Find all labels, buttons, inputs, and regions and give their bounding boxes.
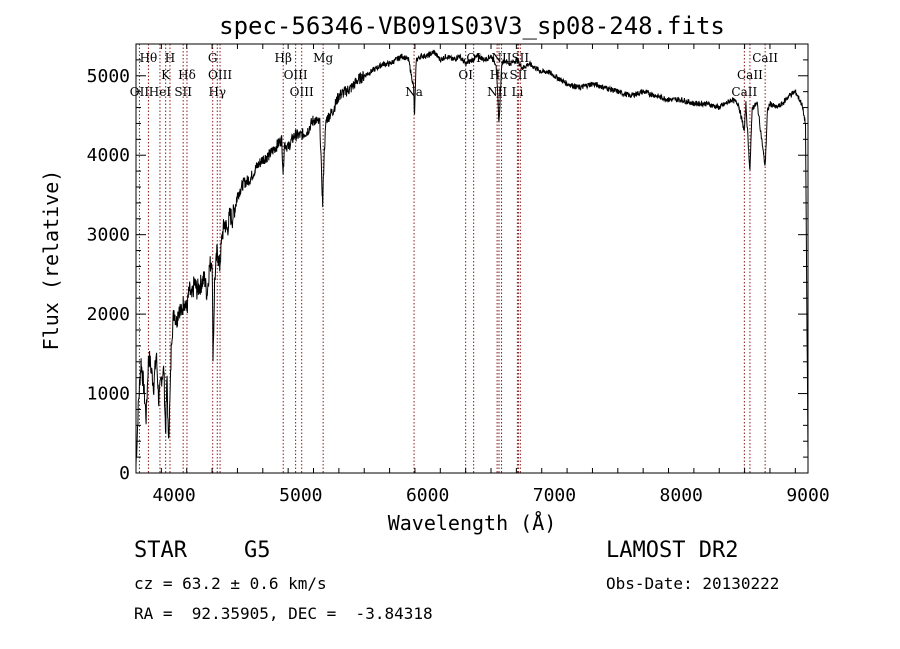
y-tick-label: 5000 [87,66,130,87]
line-label: Hα [490,68,509,82]
line-label: OIII [208,68,232,82]
observation-date: Obs-Date: 20130222 [606,574,780,593]
y-tick-label: 1000 [87,384,130,405]
line-label: G [208,51,218,65]
line-label: Hβ [275,51,292,65]
survey-name: LAMOST DR2 [606,538,739,563]
x-tick-label: 8000 [660,485,703,506]
y-axis-label: Flux (relative) [39,170,63,351]
line-label: OI [458,68,473,82]
plot-frame [135,43,809,474]
line-label: Hγ [208,85,226,99]
y-tick-label: 3000 [87,225,130,246]
line-label: K [161,68,171,82]
line-label: H [165,51,175,65]
y-tick-label: 4000 [87,145,130,166]
object-subclass: G5 [244,538,271,563]
x-tick-label: 5000 [279,485,322,506]
line-label: CaII [737,68,763,82]
line-label: CaII [731,85,757,99]
line-label: SII [174,85,192,99]
y-axis: 0 1000 2000 3000 4000 5000 [87,43,808,484]
spectrum-chart: spec-56346-VB091S03V3_sp08-248.fits Hθ OI… [39,12,830,535]
line-label: OIII [284,68,308,82]
line-label: HeI [149,85,172,99]
y-tick-label: 0 [119,463,130,484]
object-class: STAR [134,538,187,563]
chart-title: spec-56346-VB091S03V3_sp08-248.fits [219,12,725,40]
line-label: SII [510,68,528,82]
x-tick-label: 7000 [533,485,576,506]
x-axis: 4000 5000 6000 7000 8000 9000 [135,44,830,506]
sky-coordinates: RA = 92.35905, DEC = -3.84318 [134,604,433,623]
line-label: Hδ [178,68,196,82]
y-tick-label: 2000 [87,304,130,325]
line-label: Mg [313,51,333,65]
redshift-value: cz = 63.2 ± 0.6 km/s [134,574,327,593]
x-tick-label: 6000 [406,485,449,506]
line-label: Hθ [140,51,158,65]
spectrum-line [135,49,809,466]
line-label: Li [511,85,523,99]
x-axis-label: Wavelength (Å) [388,511,557,535]
x-tick-label: 9000 [786,485,829,506]
x-tick-label: 4000 [152,485,195,506]
spectral-line-markers [138,44,766,473]
line-label: CaII [752,51,778,65]
line-label: OIII [290,85,314,99]
